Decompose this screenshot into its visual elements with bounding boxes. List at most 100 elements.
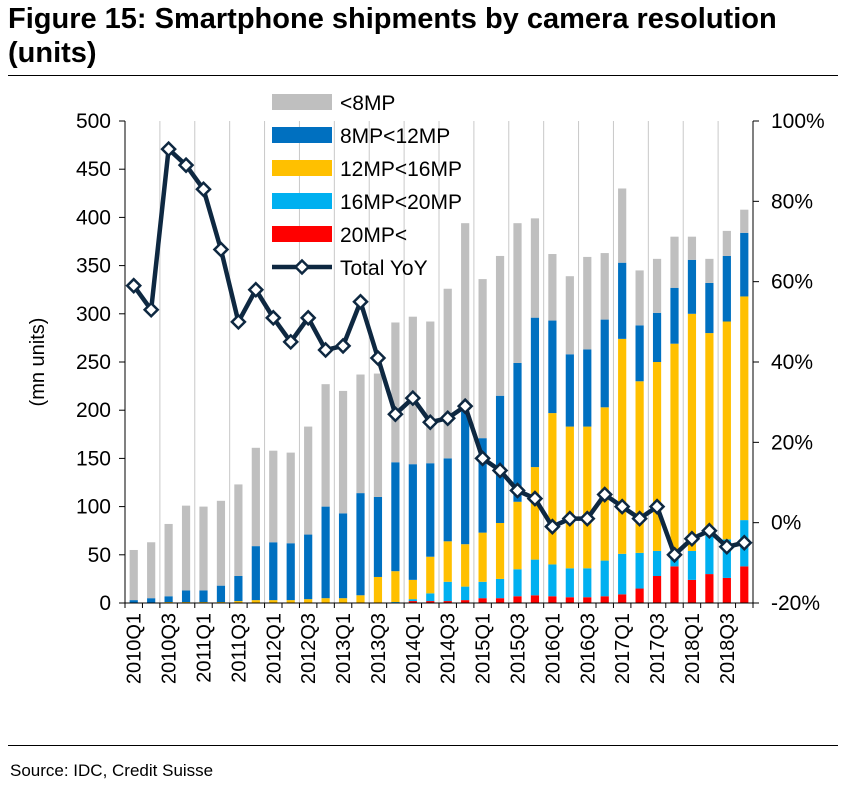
bar-segment (391, 322, 400, 463)
bar-segment (461, 223, 470, 412)
bar-segment (652, 576, 662, 603)
bar-segment (618, 262, 627, 339)
y-left-tick-label: 150 (76, 447, 111, 470)
bar-segment (722, 577, 731, 603)
yoy-marker (404, 389, 422, 407)
bar-segment (251, 447, 260, 547)
bar-segment (600, 407, 609, 561)
bar-segment (373, 576, 383, 603)
bar-segment (391, 571, 400, 603)
bar-segment (565, 568, 574, 598)
yoy-marker (422, 413, 439, 431)
bar-segment (687, 550, 697, 580)
bar-segment (234, 576, 243, 602)
y-left-tick-label: 500 (76, 110, 111, 133)
y-left-tick-label: 200 (76, 399, 111, 422)
legend-label: <8MP (340, 92, 395, 115)
bars (129, 188, 749, 603)
bar-segment (443, 581, 452, 602)
bar-segment (443, 288, 452, 459)
yoy-marker (648, 498, 666, 515)
legend-swatch (272, 127, 332, 143)
bar-segment (426, 321, 435, 464)
legend-swatch (272, 94, 332, 110)
bar-segment (600, 319, 609, 408)
y-left-tick-label: 0 (99, 592, 111, 615)
bar-segment (722, 539, 731, 578)
legend: <8MP 8MP<12MP 12MP<16MP 16MP<20MP 20MP< Total… (272, 92, 462, 280)
y-left-axis-title: (mn units) (27, 318, 49, 407)
x-tick-label: 2015Q1 (473, 613, 495, 684)
bar-segment (478, 581, 487, 599)
x-tick-label: 2014Q1 (403, 613, 425, 684)
bar-segment (600, 253, 609, 320)
bar-segment (687, 236, 697, 260)
bar-segment (461, 411, 470, 545)
x-tick-label: 2017Q3 (647, 613, 669, 684)
x-tick-label: 2017Q1 (612, 613, 634, 684)
bar-segment (618, 553, 627, 595)
bar-segment (129, 549, 138, 601)
yoy-marker (544, 518, 561, 535)
legend-swatch (272, 160, 332, 176)
y-right-tick-label: 100% (771, 110, 825, 133)
bar-segment (461, 600, 470, 603)
title-divider (8, 75, 838, 76)
bar-segment (338, 513, 348, 599)
bar-segment (583, 426, 592, 569)
bar-segment (391, 462, 400, 572)
bar-segment (565, 597, 574, 603)
yoy-line (125, 140, 753, 564)
x-tick-label: 2010Q3 (159, 613, 181, 684)
yoy-marker (317, 341, 334, 359)
bar-segment (583, 597, 592, 603)
bar-segment (147, 542, 156, 599)
y-right-tick-label: 60% (771, 271, 813, 294)
bar-segment (670, 287, 679, 344)
yoy-marker (125, 277, 142, 294)
legend-swatch (272, 226, 332, 242)
bar-segment (635, 381, 644, 553)
bar-segment (234, 484, 243, 577)
yoy-marker (561, 510, 579, 527)
yoy-marker (142, 301, 160, 319)
yoy-marker (509, 482, 526, 499)
bar-segment (635, 588, 644, 603)
yoy-marker (631, 510, 648, 527)
bar-segment (426, 593, 435, 602)
yoy-marker (352, 293, 369, 311)
x-tick-label: 2013Q3 (368, 613, 390, 684)
legend-label: 12MP<16MP (340, 158, 462, 181)
bar-segment (740, 566, 749, 603)
bar-segment (147, 598, 156, 603)
bar-segment (321, 598, 330, 603)
bar-segment (583, 349, 592, 427)
yoy-marker (666, 546, 683, 564)
bar-segment (426, 556, 435, 594)
bar-segment (269, 542, 278, 601)
bar-segment (321, 384, 330, 507)
y-right-tick-label: 20% (771, 431, 813, 454)
yoy-marker (177, 156, 195, 174)
bar-segment (652, 258, 662, 313)
bar-segment (670, 343, 679, 551)
x-tick-label: 2011Q3 (228, 613, 250, 683)
y-right-tick-label: 80% (771, 190, 813, 213)
yoy-marker (212, 241, 230, 258)
yoy-marker (474, 450, 491, 467)
yoy-marker (247, 281, 265, 298)
bar-segment (722, 255, 731, 322)
yoy-marker (456, 397, 474, 415)
bar-segment (478, 532, 487, 582)
bar-segment (670, 566, 679, 603)
yoy-marker (736, 534, 753, 552)
bar-segment (670, 236, 679, 288)
x-tick-label: 2016Q1 (542, 613, 564, 684)
bar-segment (548, 254, 557, 321)
bar-segment (513, 362, 522, 502)
bar-segment (129, 600, 138, 603)
yoy-marker (718, 538, 736, 556)
bar-segment (652, 550, 662, 577)
bar-segment (705, 258, 714, 283)
y-left-tick-label: 250 (76, 351, 111, 374)
